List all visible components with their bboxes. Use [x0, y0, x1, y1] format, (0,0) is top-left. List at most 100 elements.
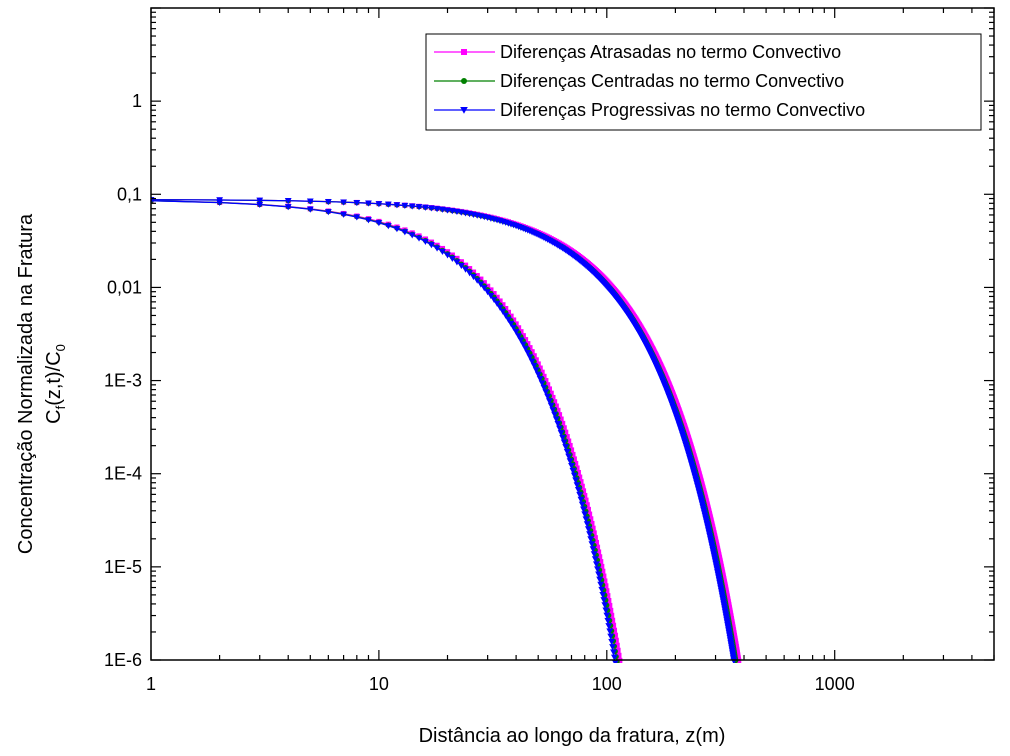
series-circle: [151, 197, 739, 663]
data-point-triangle: [353, 214, 361, 221]
x-axis-title: Distância ao longo da fratura, z(m): [419, 725, 726, 747]
data-point-triangle: [490, 296, 498, 303]
data-point-square: [553, 403, 559, 409]
data-point-triangle: [524, 350, 532, 357]
y-title-mid: (z,t)/C: [43, 351, 65, 405]
y-tick-label: 0,1: [117, 184, 142, 204]
data-point-triangle: [466, 270, 473, 277]
data-point-square: [605, 593, 611, 599]
data-point-square: [604, 588, 610, 594]
data-point-square: [614, 642, 620, 648]
legend-label: Diferenças Centradas no termo Convectivo: [500, 71, 844, 91]
data-point-triangle: [393, 226, 401, 233]
series-line: [151, 199, 735, 661]
y-tick-label: 1: [132, 91, 142, 111]
data-point-triangle: [574, 487, 582, 494]
data-point-triangle: [602, 607, 610, 614]
data-point-triangle: [608, 638, 616, 645]
data-point-triangle: [453, 259, 461, 266]
data-point-square: [508, 313, 514, 319]
data-point-triangle: [306, 206, 314, 213]
data-point-square: [491, 291, 497, 297]
data-point-triangle: [603, 612, 611, 619]
data-point-triangle: [556, 425, 563, 432]
data-point-triangle: [428, 242, 435, 249]
data-point-triangle: [599, 591, 607, 599]
data-point-triangle: [588, 541, 596, 548]
data-point-triangle: [496, 304, 504, 311]
data-point-triangle: [583, 521, 591, 528]
data-point-triangle: [428, 205, 435, 212]
data-point-square: [609, 612, 615, 618]
data-point-triangle: [601, 602, 609, 609]
data-point-triangle: [444, 252, 451, 259]
data-point-triangle: [540, 384, 548, 391]
data-point-triangle: [587, 536, 595, 543]
data-point-square: [485, 283, 491, 289]
data-point-square: [575, 469, 581, 476]
data-point-square: [564, 434, 570, 440]
data-point-triangle: [353, 199, 361, 207]
data-point-triangle: [600, 597, 608, 604]
series-line: [151, 200, 618, 662]
data-point-square: [546, 386, 553, 392]
data-point-triangle: [569, 467, 577, 474]
data-point-triangle: [559, 434, 567, 441]
data-point-triangle: [611, 654, 618, 661]
data-point-square: [606, 597, 612, 604]
data-point-square: [511, 317, 517, 323]
data-point-square: [481, 280, 487, 286]
data-point-square: [610, 622, 617, 628]
data-point-triangle: [610, 649, 617, 656]
plot-frame: [150, 7, 995, 661]
data-point-square: [551, 399, 558, 405]
y-tick-label: 0,01: [107, 277, 142, 297]
data-point-triangle: [598, 586, 606, 593]
data-point-triangle: [528, 358, 536, 365]
data-point-triangle: [480, 285, 488, 292]
data-point-triangle: [584, 526, 592, 533]
data-point-triangle: [433, 245, 441, 252]
data-point-triangle: [578, 501, 586, 508]
data-point-triangle: [462, 266, 469, 273]
data-point-triangle: [517, 337, 525, 344]
data-point-square: [548, 390, 554, 396]
data-point-triangle: [570, 472, 578, 479]
data-point-triangle: [595, 571, 602, 578]
data-point-triangle: [581, 511, 589, 518]
series-triangle-down: [151, 196, 738, 663]
data-point-triangle: [519, 341, 527, 348]
data-point-triangle: [375, 220, 383, 227]
data-point-square: [535, 361, 541, 367]
y-tick-label: 1E-6: [104, 650, 142, 670]
data-point-square: [592, 535, 598, 541]
x-tick-label: 1000: [815, 674, 855, 694]
legend-entries: Diferenças Atrasadas no termo Convectivo…: [434, 42, 865, 120]
data-point-triangle: [401, 229, 409, 236]
data-point-square: [580, 488, 587, 494]
y-axis-title-second: Cf(z,t)/C0: [43, 344, 68, 424]
data-point-square: [593, 539, 599, 546]
legend-entry: Diferenças Centradas no termo Convectivo: [434, 71, 844, 91]
data-point-triangle: [604, 617, 612, 624]
data-point-triangle: [487, 292, 495, 300]
series-line: [151, 200, 616, 663]
data-point-triangle: [284, 204, 292, 211]
data-point-square: [567, 442, 573, 449]
data-point-triangle: [422, 238, 429, 245]
y-title-sub-f: f: [53, 405, 68, 409]
y-tick-label: 1E-3: [104, 371, 142, 391]
x-tick-label: 10: [369, 674, 389, 694]
data-point-square: [560, 420, 566, 427]
data-point-square: [582, 492, 588, 499]
data-point-triangle: [375, 201, 383, 208]
data-point-square: [602, 578, 608, 584]
series-square: [151, 197, 742, 663]
data-point-square: [616, 652, 622, 658]
data-point-square: [579, 483, 585, 489]
data-point-square: [600, 568, 606, 574]
data-point-square: [613, 637, 619, 643]
data-point-square: [589, 520, 595, 527]
data-point-triangle: [324, 198, 332, 206]
data-point-triangle: [504, 316, 512, 323]
